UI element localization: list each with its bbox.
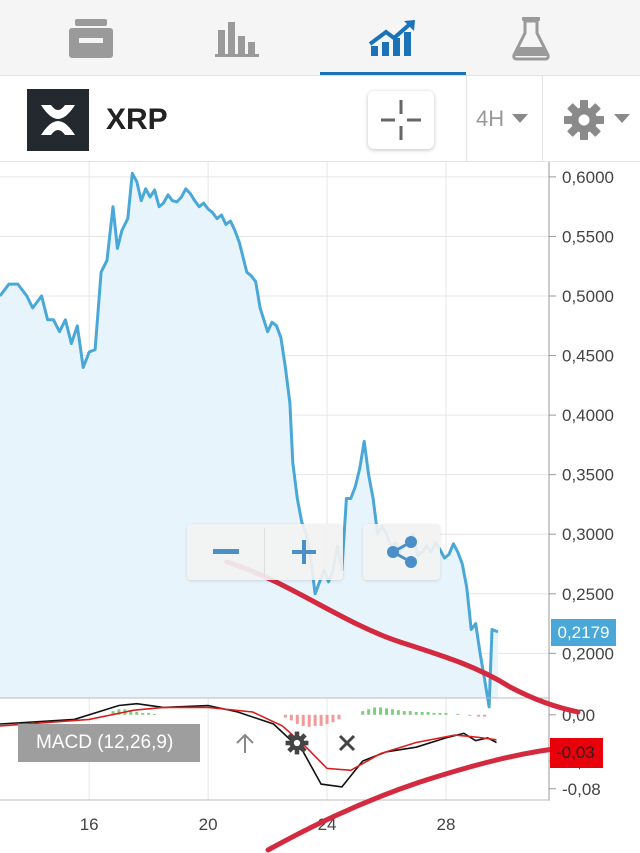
macd-histogram-bar [483,714,487,717]
chart-toolbar: XRP 4H [0,75,640,162]
y-tick-label: 0,3500 [562,466,614,485]
macd-histogram-bar [135,712,139,715]
macd-indicator-label[interactable]: MACD (12,26,9) [18,724,200,762]
macd-histogram-bar [111,711,115,715]
macd-histogram-bar [117,709,121,715]
macd-histogram-bar [414,712,418,715]
gear-icon [285,731,309,755]
y-tick-label: 0,4000 [562,406,614,425]
macd-histogram-bar [313,714,317,726]
macd-histogram-bar [153,713,157,715]
tab-portfolio[interactable] [18,0,164,75]
y-tick-label: 0,2000 [562,644,614,663]
last-price-label: 0,2179 [551,619,616,646]
macd-histogram-bar [438,712,442,715]
macd-histogram-bar [319,714,323,726]
macd-y-tick-label: -0,08 [562,780,601,799]
macd-histogram-bar [307,714,311,727]
zoom-divider [264,528,265,576]
x-tick-label: 16 [80,815,99,834]
macd-histogram-bar [408,711,412,715]
share-icon [386,536,417,568]
macd-histogram-bar [468,714,472,716]
close-icon [338,734,356,752]
y-tick-label: 0,4500 [562,347,614,366]
trending-chart-icon [368,19,415,56]
portfolio-icon [69,18,113,58]
macd-histogram-bar [283,714,287,718]
xrp-logo-icon [41,105,75,135]
y-tick-label: 0,3000 [562,525,614,544]
tab-charts[interactable] [320,0,466,75]
flask-icon [512,16,550,60]
macd-histogram-bar [367,709,371,715]
gear-icon [564,100,604,140]
zoom-controls [187,524,343,580]
annotation-stroke [224,559,581,715]
macd-histogram-bar [141,712,145,715]
macd-histogram-bar [361,711,365,715]
macd-last-value-label: -0,03 [550,738,603,768]
macd-histogram-bar [147,712,151,715]
macd-histogram-bar [402,711,406,715]
macd-histogram-bar [325,714,329,725]
macd-histogram-bar [426,712,430,715]
macd-histogram-bar [444,712,448,715]
annotation-stroke [265,744,573,853]
move-up-button[interactable] [230,728,260,758]
arrow-up-icon [236,733,254,753]
y-tick-label: 0,5500 [562,227,614,246]
share-button[interactable] [363,524,440,580]
macd-histogram-bar [373,707,377,715]
settings-button[interactable] [563,99,605,146]
macd-line [0,702,497,788]
x-tick-label: 20 [199,815,218,834]
xrp-logo [27,89,89,151]
top-nav [0,0,640,75]
macd-histogram-bar [390,709,394,715]
x-tick-label: 28 [436,815,455,834]
y-tick-label: 0,5000 [562,287,614,306]
interval-dropdown-icon[interactable] [512,114,528,123]
price-area [0,173,498,707]
tab-statistics[interactable] [164,0,310,75]
macd-histogram-bar [129,710,133,715]
y-tick-label: 0,2500 [562,585,614,604]
crosshair-button[interactable] [368,91,434,149]
remove-indicator-button[interactable] [333,728,361,758]
macd-histogram-bar [396,710,400,715]
indicator-settings-button[interactable] [282,728,312,758]
macd-histogram-bar [301,714,305,726]
macd-histogram-bar [337,714,341,720]
minus-icon [212,549,239,554]
zoom-in-button[interactable] [265,524,343,580]
macd-histogram-bar [295,714,299,725]
tab-lab[interactable] [458,0,604,75]
macd-signal-line [0,706,497,772]
toolbar-divider [466,76,467,162]
toolbar-divider [542,76,543,162]
macd-histogram-bar [420,712,424,715]
interval-selector[interactable]: 4H [476,106,505,131]
crosshair-icon [381,100,421,140]
macd-histogram-bar [477,714,481,717]
bar-chart-icon [215,21,259,57]
active-tab-indicator [320,72,466,75]
plus-icon [292,540,316,564]
macd-histogram-bar [456,713,460,715]
macd-histogram-bar [379,707,383,715]
macd-histogram-bar [331,714,335,723]
macd-histogram-bar [432,712,436,715]
macd-histogram-bar [289,714,293,721]
settings-dropdown-icon[interactable] [614,114,630,123]
macd-histogram-bar [384,708,388,715]
symbol-name[interactable]: XRP [106,103,168,136]
y-tick-label: 0,6000 [562,168,614,187]
zoom-out-button[interactable] [187,524,264,580]
